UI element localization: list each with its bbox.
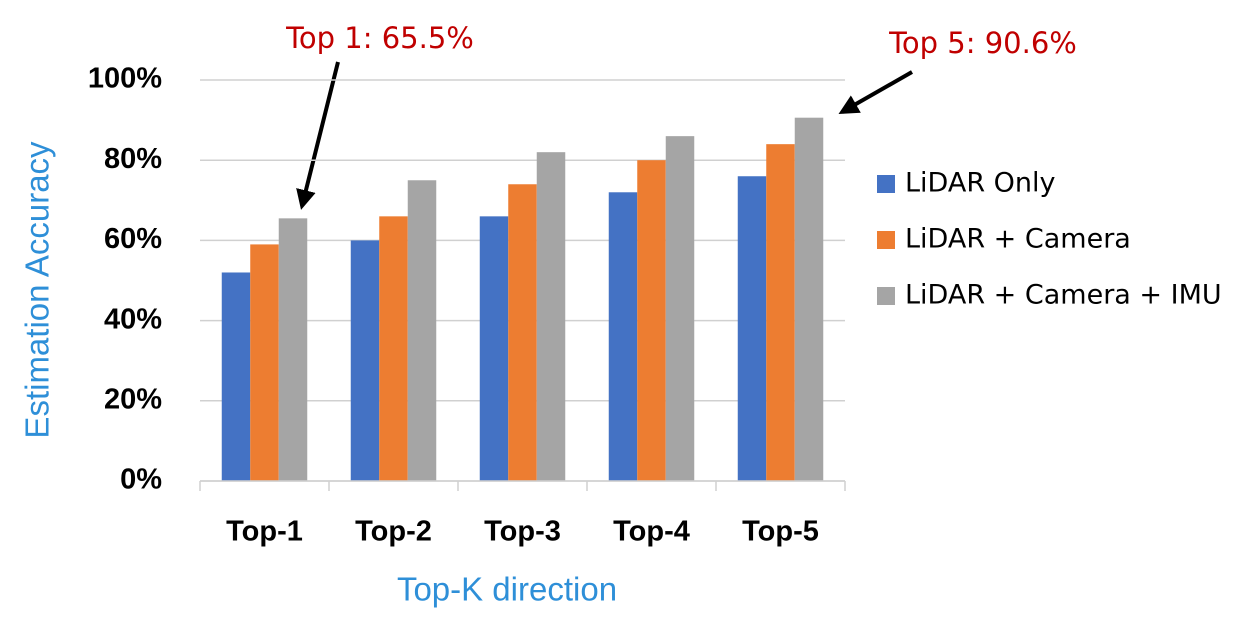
bar <box>536 152 566 481</box>
x-tick-label: Top-2 <box>355 516 432 548</box>
legend-label: LiDAR + Camera <box>905 224 1131 255</box>
x-tick-label: Top-1 <box>226 516 303 548</box>
bar <box>278 218 308 481</box>
legend-label: LiDAR Only <box>905 168 1056 199</box>
bar <box>407 180 437 481</box>
bar <box>379 216 408 481</box>
x-tick-label: Top-4 <box>613 516 690 548</box>
bar <box>250 244 279 481</box>
legend-label: LiDAR + Camera + IMU <box>905 280 1222 311</box>
annotation: Top 1: 65.5% <box>285 21 474 55</box>
y-tick-label: 20% <box>104 383 162 415</box>
y-tick-label: 40% <box>104 303 162 335</box>
y-tick-label: 100% <box>88 63 162 95</box>
y-tick-label: 60% <box>104 223 162 255</box>
bar <box>665 136 695 481</box>
arrow <box>296 61 340 210</box>
y-axis-label: Estimation Accuracy <box>19 141 56 439</box>
x-axis-label: Top-K direction <box>397 571 617 608</box>
legend-swatch <box>877 287 895 305</box>
legend-swatch <box>877 175 895 193</box>
bar <box>508 184 537 481</box>
x-tick-label: Top-3 <box>484 516 561 548</box>
y-tick-label: 0% <box>120 464 162 496</box>
bar <box>608 192 638 481</box>
x-tick-label: Top-5 <box>742 516 819 548</box>
bar <box>637 160 666 481</box>
legend-swatch <box>877 231 895 249</box>
annotation: Top 5: 90.6% <box>888 26 1077 60</box>
bar <box>766 144 795 481</box>
bar <box>737 176 767 482</box>
y-tick-label: 80% <box>104 143 162 175</box>
bar <box>350 240 380 481</box>
bar <box>479 216 509 481</box>
arrow <box>838 70 913 114</box>
bar <box>794 117 824 481</box>
bar <box>221 272 251 481</box>
